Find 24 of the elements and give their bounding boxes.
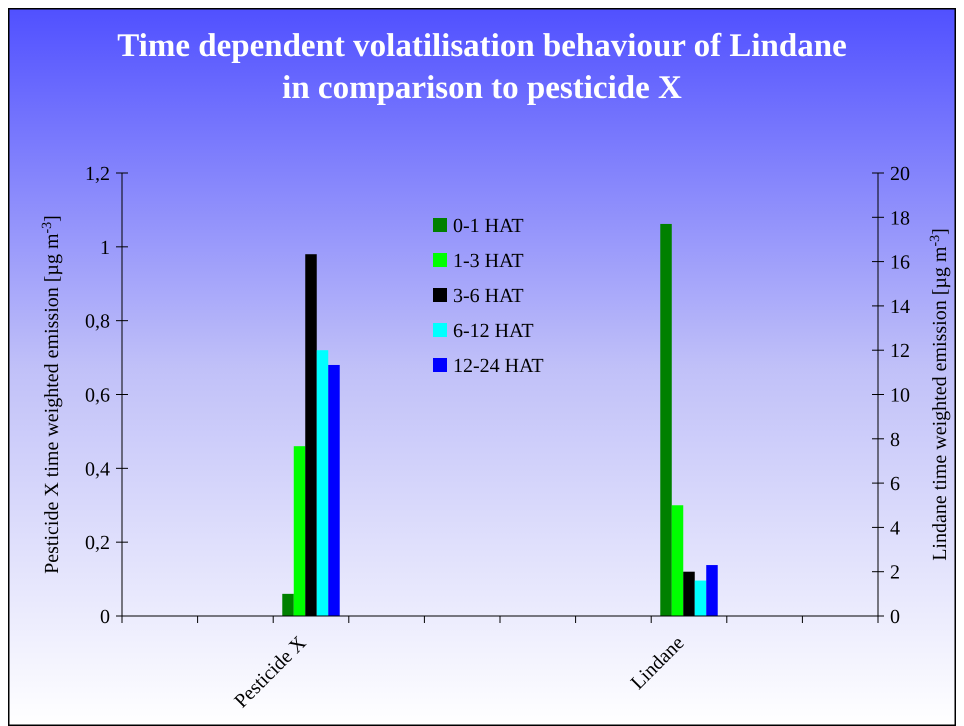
y2-tick-label: 18 bbox=[890, 207, 910, 230]
y2-tick-label: 0 bbox=[890, 606, 900, 628]
y2-tick-label: 10 bbox=[890, 384, 910, 406]
y2-tick-label: 6 bbox=[890, 473, 900, 496]
legend-label: 0-1 HAT bbox=[453, 215, 524, 237]
y2-tick-label: 2 bbox=[890, 562, 900, 584]
chart-title: Time dependent volatilisation behaviour of Lindane in comparison to pesticide X bbox=[117, 28, 847, 106]
legend-label: 3-6 HAT bbox=[453, 285, 524, 307]
y2-tick-label: 4 bbox=[890, 517, 900, 540]
y-tick-label: 0,8 bbox=[85, 310, 110, 333]
y-tick-label: 0 bbox=[100, 606, 110, 628]
legend-label: 6-12 HAT bbox=[453, 320, 534, 342]
y2-tick-label: 16 bbox=[890, 252, 910, 274]
y-tick-label: 1,2 bbox=[85, 163, 110, 185]
y-tick-label: 0,6 bbox=[85, 384, 110, 406]
y-tick-label: 0,2 bbox=[85, 532, 110, 554]
y2-tick-label: 12 bbox=[890, 340, 910, 362]
y-tick-label: 0,4 bbox=[85, 458, 110, 480]
y2-tick-label: 8 bbox=[890, 428, 900, 451]
legend-label: 1-3 HAT bbox=[453, 250, 524, 272]
y-tick-label: 1 bbox=[100, 236, 110, 259]
y2-tick-label: 20 bbox=[890, 163, 910, 185]
legend-label: 12-24 HAT bbox=[453, 355, 544, 377]
y2-tick-label: 14 bbox=[890, 296, 910, 318]
